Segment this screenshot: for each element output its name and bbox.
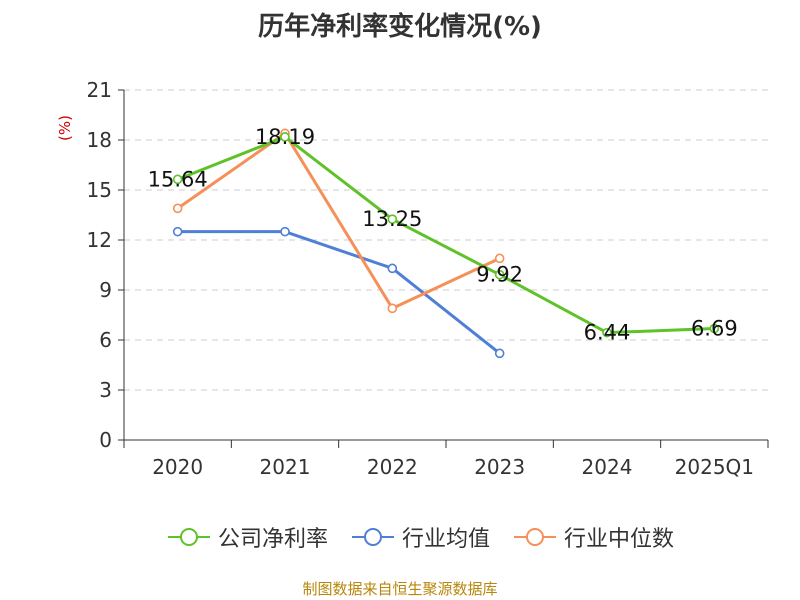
legend-label: 公司净利率: [217, 527, 328, 552]
circle-line-icon: [514, 528, 556, 546]
y-tick-label: 3: [99, 378, 112, 402]
data-point: [602, 327, 612, 338]
data-label: 6.44: [584, 321, 631, 345]
data-point: [494, 348, 505, 359]
data-label: 9.92: [476, 263, 523, 287]
data-point: [172, 203, 183, 214]
series-line: [177, 135, 715, 335]
series-line: [177, 230, 501, 355]
y-tick-label: 9: [99, 278, 112, 302]
x-tick-label: 2024: [582, 455, 633, 479]
data-point: [280, 226, 290, 237]
chart-title: 历年净利率变化情况(%): [258, 12, 542, 42]
series-layer: [172, 128, 720, 359]
data-label: 18.19: [255, 125, 315, 149]
circle-line-icon: [351, 528, 394, 546]
data-point: [172, 226, 183, 237]
data-point: [709, 323, 720, 334]
footer-source: 制图数据来自恒生聚源数据库: [302, 580, 498, 598]
data-point: [494, 269, 505, 280]
grid-layer: [124, 89, 768, 391]
y-tick-label: 0: [99, 428, 112, 452]
data-label: 6.69: [691, 317, 738, 341]
y-tick-label: 18: [87, 128, 112, 152]
data-label: 13.25: [362, 207, 422, 231]
axis-layer: 0 3 6 9 12 15 18 21 2020 2021 2022 2023 2024 2025Q1: [87, 78, 769, 479]
x-tick-label: 2025Q1: [675, 455, 754, 479]
data-point: [172, 174, 183, 185]
circle-line-icon: [167, 528, 210, 546]
y-tick-label: 6: [99, 328, 112, 352]
legend-item-company[interactable]: 公司净利率: [166, 521, 328, 553]
data-point: [494, 253, 505, 264]
legend-label: 行业中位数: [564, 527, 675, 552]
chart-legend: 公司净利率 行业均值 行业中位数: [120, 520, 720, 554]
data-point: [387, 214, 398, 224]
data-point: [387, 303, 398, 314]
legend-item-industry-median[interactable]: 行业中位数: [512, 521, 674, 553]
data-point: [280, 132, 290, 142]
x-tick-label: 2020: [152, 455, 203, 479]
data-label-layer: 15.64 18.19 13.25 9.92 6.44 6.69: [148, 125, 738, 345]
y-axis-title: (%): [56, 115, 74, 141]
legend-label: 行业均值: [401, 527, 490, 552]
x-tick-label: 2021: [260, 455, 311, 479]
y-tick-label: 15: [87, 178, 112, 202]
y-tick-label: 21: [87, 78, 112, 102]
x-tick-label: 2022: [367, 455, 418, 479]
x-tick-label: 2023: [474, 455, 525, 479]
legend-item-industry-avg[interactable]: 行业均值: [350, 521, 490, 553]
data-label: 15.64: [148, 167, 208, 191]
series-line: [176, 131, 501, 310]
data-point: [387, 263, 398, 274]
y-tick-label: 12: [87, 228, 112, 252]
